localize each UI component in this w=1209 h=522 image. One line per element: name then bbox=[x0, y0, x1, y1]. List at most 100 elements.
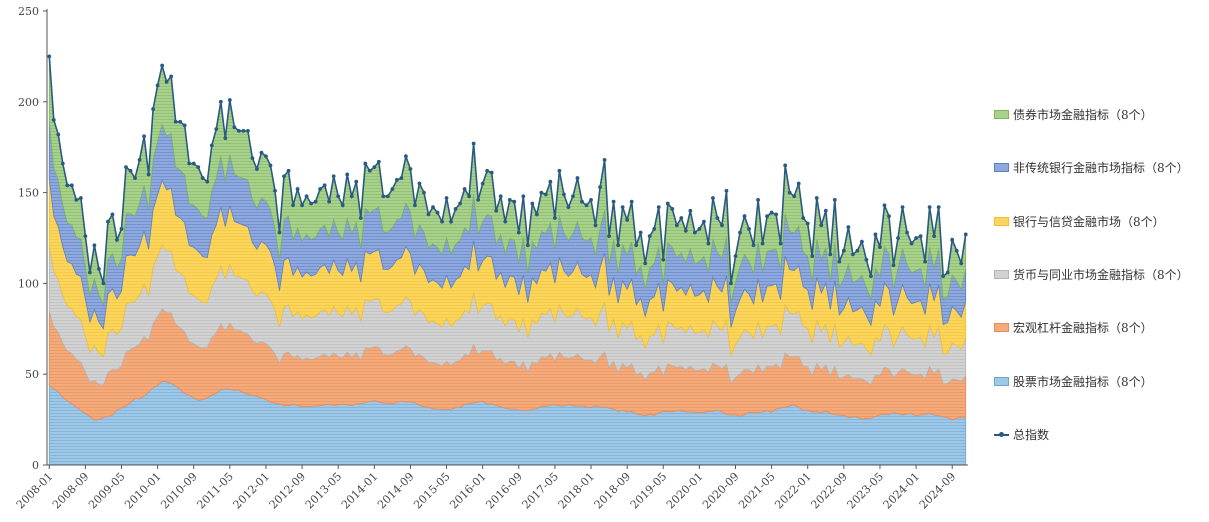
total-index-point bbox=[74, 197, 79, 202]
total-index-point bbox=[413, 203, 417, 208]
total-index-point bbox=[828, 252, 833, 257]
total-index-point bbox=[489, 170, 494, 175]
total-index-point bbox=[78, 196, 83, 200]
total-index-point bbox=[819, 223, 824, 228]
legend-item-money-interbank: 货币与同业市场金融指标（8个） bbox=[994, 248, 1204, 301]
total-index-point bbox=[950, 237, 955, 242]
total-index-point bbox=[345, 172, 350, 177]
x-tick-label: 2013-05 bbox=[303, 470, 345, 512]
total-index-point bbox=[846, 225, 851, 230]
x-tick-label: 2012-09 bbox=[267, 470, 309, 512]
x-tick-label: 2014-09 bbox=[375, 470, 417, 512]
total-index-point bbox=[534, 212, 539, 217]
total-index-point bbox=[205, 179, 210, 184]
total-index-point bbox=[747, 227, 751, 231]
legend-swatch-bond bbox=[994, 110, 1009, 120]
total-index-point bbox=[891, 263, 896, 268]
x-tick-label: 2019-05 bbox=[628, 470, 670, 512]
total-index-point bbox=[164, 79, 169, 84]
total-index-point bbox=[440, 219, 444, 224]
x-tick-label: 2022-01 bbox=[772, 470, 814, 512]
total-index-point bbox=[769, 210, 774, 215]
y-tick-label: 0 bbox=[32, 459, 39, 472]
total-index-point bbox=[670, 207, 675, 211]
total-index-point bbox=[480, 181, 485, 186]
total-index-point bbox=[918, 234, 923, 239]
total-index-point bbox=[760, 241, 765, 246]
total-index-point bbox=[494, 208, 499, 213]
total-index-point bbox=[119, 227, 124, 231]
total-index-point bbox=[778, 241, 783, 246]
total-index-point bbox=[390, 187, 395, 191]
total-index-point bbox=[611, 199, 616, 204]
total-index-point bbox=[878, 245, 882, 249]
total-index-point bbox=[787, 190, 792, 195]
total-index-point bbox=[381, 194, 386, 199]
x-tick-label: 2022-09 bbox=[808, 470, 850, 512]
total-index-point bbox=[562, 192, 566, 197]
total-index-point bbox=[720, 223, 724, 228]
total-index-point bbox=[128, 168, 133, 173]
total-index-point bbox=[191, 161, 196, 166]
x-tick-label: 2011-05 bbox=[194, 470, 236, 512]
x-tick-label: 2008-01 bbox=[14, 470, 56, 512]
total-index-point bbox=[936, 205, 941, 210]
total-index-point bbox=[142, 134, 146, 139]
x-tick-label: 2009-05 bbox=[86, 470, 128, 512]
total-index-point bbox=[467, 194, 472, 199]
total-index-point bbox=[896, 236, 900, 240]
total-index-point bbox=[941, 274, 946, 279]
total-index-point bbox=[282, 174, 286, 179]
total-index-point bbox=[273, 188, 277, 193]
y-tick-label: 200 bbox=[18, 96, 39, 109]
total-index-point bbox=[160, 63, 165, 68]
total-index-point bbox=[530, 201, 535, 206]
total-index-point bbox=[182, 123, 187, 128]
total-index-point bbox=[246, 128, 250, 133]
total-index-point bbox=[701, 219, 706, 224]
total-index-point bbox=[589, 197, 593, 202]
total-index-point bbox=[227, 98, 232, 102]
total-index-point bbox=[584, 203, 589, 208]
legend-label-bond: 债券市场金融指标（8个） bbox=[1013, 108, 1153, 123]
legend-item-bond: 债券市场金融指标（8个） bbox=[994, 88, 1204, 141]
total-index-point bbox=[742, 214, 747, 219]
total-index-point bbox=[196, 165, 201, 170]
total-index-point bbox=[887, 214, 891, 219]
total-index-point bbox=[458, 201, 462, 206]
x-tick-label: 2023-05 bbox=[845, 470, 887, 512]
legend: 债券市场金融指标（8个） 非传统银行金融市场指标（8个） 银行与信贷金融市场（8… bbox=[994, 88, 1204, 461]
total-index-point bbox=[814, 196, 819, 200]
total-index-point bbox=[932, 234, 937, 239]
total-index-point bbox=[394, 177, 399, 182]
total-index-point bbox=[295, 187, 300, 191]
total-index-point bbox=[449, 219, 453, 224]
total-index-point bbox=[503, 219, 508, 224]
total-index-point bbox=[543, 192, 548, 197]
total-index-point bbox=[101, 281, 106, 286]
legend-label-money-interbank: 货币与同业市场金融指标（8个） bbox=[1013, 268, 1189, 283]
total-index-point bbox=[60, 161, 65, 166]
total-index-point bbox=[327, 199, 332, 204]
total-index-point bbox=[97, 266, 101, 271]
total-index-point bbox=[209, 143, 214, 148]
total-index-point bbox=[236, 128, 241, 133]
total-index-point bbox=[783, 163, 788, 168]
total-index-point bbox=[349, 194, 354, 199]
total-index-point bbox=[724, 188, 729, 193]
total-index-point bbox=[841, 248, 846, 253]
total-index-point bbox=[805, 221, 810, 226]
total-index-point bbox=[905, 230, 909, 235]
y-tick-label: 100 bbox=[18, 277, 39, 290]
total-index-point bbox=[661, 257, 666, 262]
total-index-point bbox=[340, 203, 345, 208]
x-tick-label: 2020-01 bbox=[664, 470, 706, 512]
x-tick-label: 2014-01 bbox=[339, 470, 381, 512]
total-index-point bbox=[607, 234, 611, 239]
total-index-point bbox=[137, 158, 142, 162]
total-index-point bbox=[792, 194, 797, 199]
total-index-point bbox=[115, 237, 119, 242]
total-index-point bbox=[268, 163, 273, 168]
total-index-point bbox=[435, 210, 440, 215]
